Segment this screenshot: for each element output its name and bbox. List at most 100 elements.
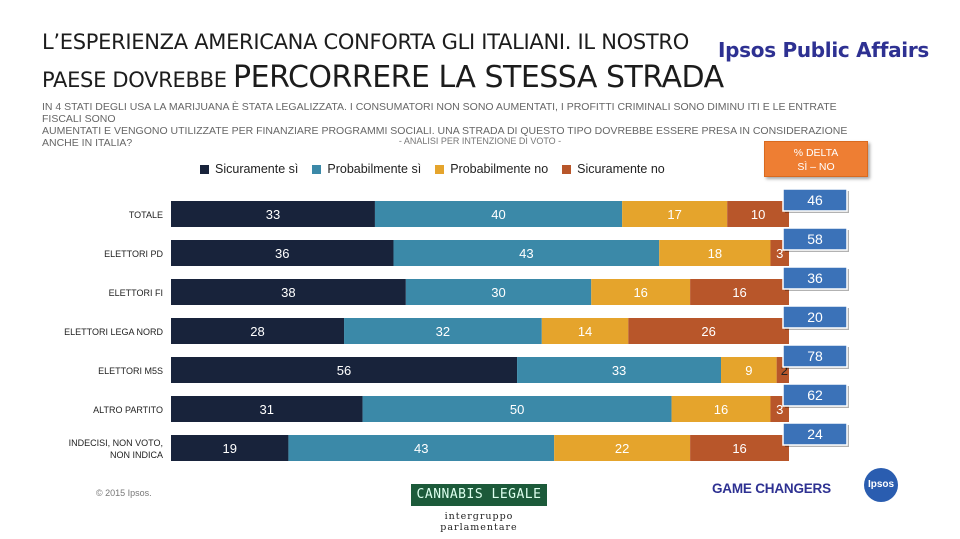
legend-swatch (200, 164, 209, 174)
legend-label: Sicuramente sì (215, 162, 299, 176)
data-label: 32 (436, 324, 450, 339)
bar-segment (628, 318, 789, 344)
legend-swatch (312, 164, 322, 174)
subtitle-line1: IN 4 STATI DEGLI USA LA MARIJUANA È STAT… (42, 101, 837, 125)
bar-segment (517, 357, 722, 383)
legend-swatch (562, 164, 572, 174)
bar-segment (727, 201, 789, 227)
delta-box (782, 188, 848, 212)
category-label: INDECISI, NON VOTO, (69, 438, 163, 448)
subtitle-line2: AUMENTATI E VENGONO UTILIZZATE PER FINAN… (42, 125, 848, 149)
delta-box (782, 305, 848, 329)
bar-segment (362, 396, 672, 422)
data-label: 33 (266, 207, 280, 222)
page-title-line1: L’ESPERIENZA AMERICANA CONFORTA GLI ITAL… (42, 30, 689, 54)
category-label: TOTALE (129, 210, 163, 220)
copyright: © 2015 Ipsos. (96, 488, 152, 498)
title-emphasis: PERCORRERE LA STESSA STRADA (233, 60, 724, 95)
data-label: 14 (578, 324, 592, 339)
data-label: 33 (612, 363, 626, 378)
delta-box (782, 422, 848, 446)
bar-segment (171, 201, 375, 227)
brand-name: Ipsos Public Affairs (718, 38, 930, 62)
data-label: 31 (260, 402, 274, 417)
subtitle: IN 4 STATI DEGLI USA LA MARIJUANA È STAT… (42, 101, 872, 149)
data-label: 16 (633, 285, 647, 300)
data-label: 22 (615, 441, 629, 456)
delta-value: 62 (807, 387, 823, 403)
category-label: ALTRO PARTITO (93, 405, 163, 415)
data-label: 16 (732, 285, 746, 300)
bar-segment (591, 279, 691, 305)
delta-box (782, 344, 848, 368)
legend-label: Probabilmente no (450, 162, 549, 176)
ipsos-logo: Ipsos (864, 468, 898, 502)
data-label: 3 (776, 402, 783, 417)
delta-box (782, 266, 848, 290)
data-label: 10 (751, 207, 765, 222)
data-label: 17 (667, 207, 681, 222)
data-label: 16 (732, 441, 746, 456)
bar-segment (171, 318, 345, 344)
data-label: 40 (491, 207, 505, 222)
game-changers-tagline: GAME CHANGERS (712, 481, 831, 496)
data-label: 16 (714, 402, 728, 417)
analysis-note: - ANALISI PER INTENZIONE DI VOTO - (398, 136, 562, 146)
bar-segment (171, 435, 289, 461)
bar-segment (541, 318, 629, 344)
data-label: 43 (414, 441, 428, 456)
data-label: 56 (337, 363, 351, 378)
category-label: ELETTORI M5S (98, 366, 163, 376)
bar-segment (622, 201, 728, 227)
legend-swatch (435, 164, 445, 174)
legend-item-probabilmente-si: Probabilmente sì (312, 162, 421, 176)
bar-segment (659, 240, 771, 266)
data-label: 38 (281, 285, 295, 300)
category-label: ELETTORI LEGA NORD (64, 327, 163, 337)
bar-segment (405, 279, 592, 305)
delta-value: 36 (807, 270, 823, 286)
data-label: 9 (745, 363, 752, 378)
bar-segment (288, 435, 555, 461)
data-label: 36 (275, 246, 289, 261)
title-prefix: PAESE DOVREBBE (42, 68, 234, 92)
delta-value: 78 (807, 348, 823, 364)
chart-legend: Sicuramente sì Probabilmente sì Probabil… (200, 162, 665, 176)
bar-segment (690, 435, 789, 461)
delta-value: 58 (807, 231, 823, 247)
category-label: ELETTORI PD (104, 249, 163, 259)
cannabis-legale-logo: CANNABIS LEGALE (411, 484, 547, 506)
data-label: 19 (222, 441, 236, 456)
bar-segment (171, 396, 363, 422)
delta-header: % DELTA SÌ – NO (764, 141, 868, 177)
bar-segment (690, 279, 789, 305)
data-label: 28 (250, 324, 264, 339)
delta-value: 24 (807, 426, 823, 442)
category-label: ELETTORI FI (109, 288, 163, 298)
data-label: 50 (510, 402, 524, 417)
bar-segment (171, 357, 518, 383)
legend-label: Sicuramente no (577, 162, 665, 176)
bar-segment (171, 240, 394, 266)
bar-segment (344, 318, 542, 344)
data-label: 26 (701, 324, 715, 339)
cannabis-legale-subtitle: intergruppo parlamentare (440, 511, 518, 533)
delta-box (782, 383, 848, 407)
legend-label: Probabilmente sì (327, 162, 422, 176)
delta-value: 46 (807, 192, 823, 208)
delta-value: 20 (807, 309, 823, 325)
bar-segment (671, 396, 771, 422)
bar-segment (171, 279, 406, 305)
legend-item-sicuramente-no: Sicuramente no (562, 162, 665, 176)
bar-segment (721, 357, 777, 383)
delta-header-line1: % DELTA (793, 147, 839, 159)
bar-segment (374, 201, 623, 227)
delta-box (782, 227, 848, 251)
bar-segment (554, 435, 691, 461)
legend-item-sicuramente-si: Sicuramente sì (200, 162, 298, 176)
data-label: 2 (781, 363, 788, 378)
delta-header-line2: SÌ – NO (797, 161, 835, 173)
bar-segment (393, 240, 660, 266)
data-label: 18 (708, 246, 722, 261)
